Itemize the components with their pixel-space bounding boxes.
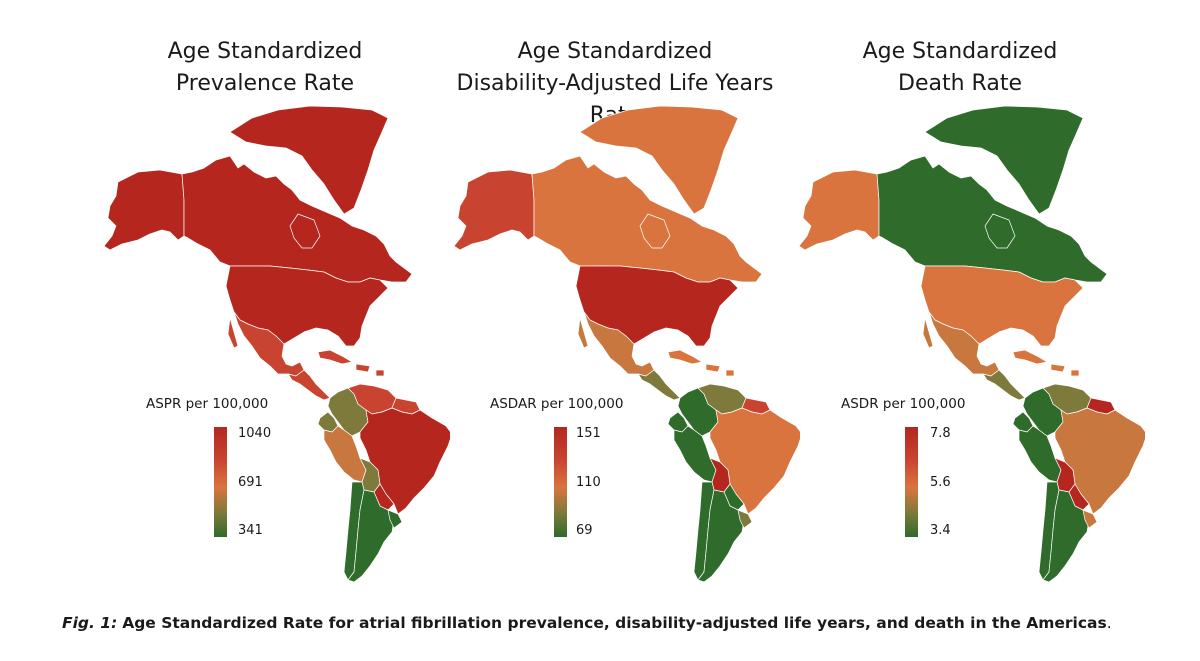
region-argentina [347,489,395,583]
legend-min-label: 341 [238,523,263,538]
legend-mid-label: 5.6 [930,475,951,490]
legend-title: ASDR per 100,000 [841,396,966,412]
region-canada [876,155,1108,283]
map-panel-2: Age Standardized Disability-Adjusted Lif… [430,0,800,600]
caption-end: . [1106,614,1112,632]
legend-title: ASDAR per 100,000 [490,396,624,412]
panel-title-line1: Age Standardized [862,39,1058,64]
americas-map [453,105,800,583]
panel-title: Age Standardized Death Rate [775,36,1145,100]
region-mexico [227,311,305,377]
region-greenland [924,105,1084,215]
figure-caption: Fig. 1: Age Standardized Rate for atrial… [62,614,1162,632]
region-greenland [229,105,389,215]
region-alaska [103,169,185,251]
panel-title-line2: Death Rate [898,71,1022,96]
map-panel-1: Age Standardized Prevalence Rate ASPR pe… [80,0,450,600]
legend-max-label: 151 [576,426,601,441]
legend-max-label: 7.8 [930,426,951,441]
legend-mid-label: 691 [238,475,263,490]
region-alaska [798,169,880,251]
region-uruguay [737,509,753,529]
panel-title-line1: Age Standardized [167,39,363,64]
region-mexico [577,311,655,377]
legend: ASDR per 100,000 7.8 5.6 3.4 [841,396,1021,546]
legend-color-bar [214,427,227,537]
region-mexico [922,311,1000,377]
legend-min-label: 69 [576,523,593,538]
region-canada [181,155,413,283]
region-argentina [1042,489,1090,583]
region-argentina [697,489,745,583]
americas-map [103,105,450,583]
caption-label: Fig. 1: [62,614,118,632]
region-caribbean [317,349,385,377]
region-alaska [453,169,535,251]
legend-color-bar [554,427,567,537]
panel-title: Age Standardized Disability-Adjusted Lif… [430,36,800,132]
legend-mid-label: 110 [576,475,601,490]
americas-map [798,105,1145,583]
region-caribbean [1012,349,1080,377]
region-greenland [579,105,739,215]
legend-title: ASPR per 100,000 [146,396,269,412]
legend-color-bar [905,427,918,537]
legend: ASDAR per 100,000 151 110 69 [490,396,670,546]
region-caribbean [667,349,735,377]
legend-max-label: 1040 [238,426,272,441]
region-uruguay [387,509,403,529]
map-panel-3: Age Standardized Death Rate ASDR per 100… [775,0,1145,600]
legend-min-label: 3.4 [930,523,951,538]
panel-title-line2: Prevalence Rate [175,71,355,96]
region-canada [531,155,763,283]
region-uruguay [1082,509,1098,529]
panel-title-line1: Age Standardized [517,39,713,64]
caption-text: Age Standardized Rate for atrial fibrill… [122,614,1107,632]
panel-title: Age Standardized Prevalence Rate [80,36,450,100]
legend: ASPR per 100,000 1040 691 341 [146,396,326,546]
